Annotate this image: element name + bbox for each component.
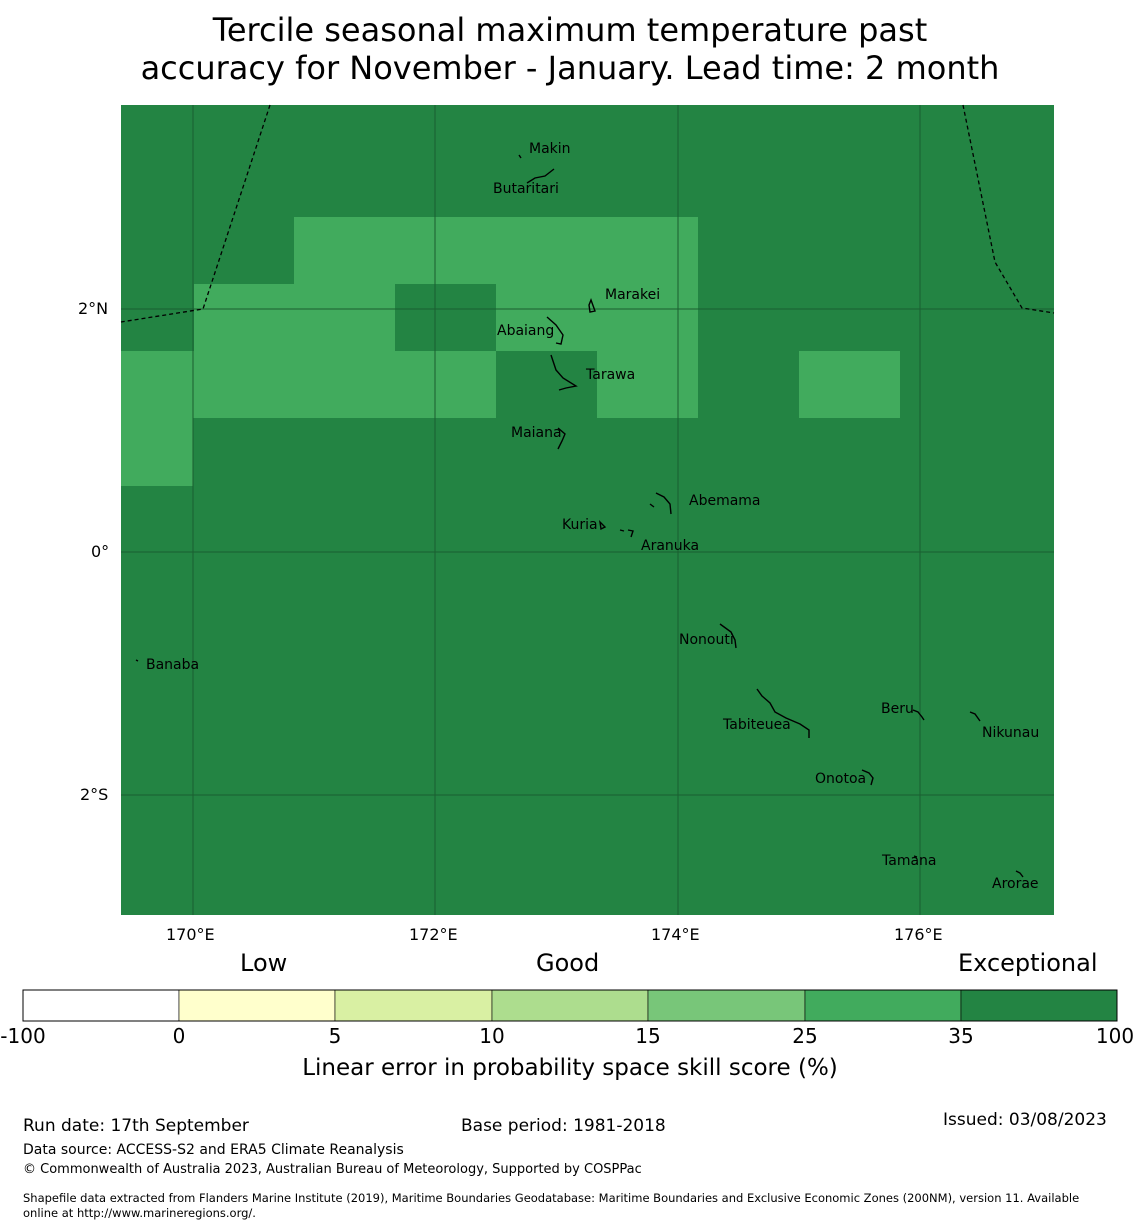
place-label-kuria: Kuria	[562, 517, 598, 533]
island-onotoa	[861, 769, 874, 786]
island-beru	[912, 709, 925, 721]
lon-tick-170e: 170°E	[166, 925, 215, 944]
colorbar-tick: 25	[792, 1024, 818, 1048]
eez-boundary-east	[962, 104, 1055, 314]
skill-cell	[294, 217, 698, 284]
issued-date: Issued: 03/08/2023	[943, 1110, 1107, 1130]
eez-boundary-west	[120, 104, 271, 323]
island-nikunau	[969, 711, 981, 722]
colorbar-frame	[22, 989, 1118, 1022]
island-butaritari	[526, 168, 555, 184]
colorbar-tick: -100	[0, 1024, 46, 1048]
lon-tick-172e: 172°E	[409, 925, 458, 944]
lat-tick-2s: 2°S	[80, 785, 109, 804]
colorbar-tick: 5	[328, 1024, 342, 1048]
place-label-banaba: Banaba	[146, 657, 200, 673]
place-label-makin: Makin	[529, 141, 571, 157]
place-label-nikunau: Nikunau	[982, 725, 1040, 741]
place-label-abaiang: Abaiang	[497, 323, 555, 339]
colorbar-segment	[22, 989, 180, 1022]
island-abaiang	[546, 316, 564, 345]
colorbar-tick: 100	[1095, 1024, 1135, 1048]
place-label-butaritari: Butaritari	[493, 181, 559, 197]
place-label-maiana: Maiana	[511, 425, 562, 441]
colorbar-tick: 0	[172, 1024, 186, 1048]
place-label-abemama: Abemama	[689, 493, 761, 509]
place-label-onotoa: Onotoa	[815, 771, 867, 787]
colorbar-segment	[804, 989, 962, 1022]
colorbar-category-exceptional: Exceptional	[958, 949, 1098, 977]
island-marakei	[588, 298, 596, 313]
island-outlines	[135, 154, 1024, 878]
island-makin	[518, 154, 522, 159]
skill-cell	[597, 351, 698, 418]
place-label-aranuka: Aranuka	[641, 538, 700, 554]
colorbar-segment	[334, 989, 493, 1022]
place-label-arorae: Arorae	[992, 876, 1039, 892]
island-tabiteuea	[756, 688, 810, 738]
place-label-tamana: Tamana	[882, 853, 937, 869]
lat-tick-0: 0°	[91, 542, 110, 561]
colorbar-tick: 35	[948, 1024, 974, 1048]
island-tamana	[913, 855, 918, 858]
island-abemama	[655, 492, 672, 515]
lon-tick-174e: 174°E	[651, 925, 700, 944]
island-kuria	[599, 520, 607, 531]
colorbar-label: Linear error in probability space skill …	[302, 1055, 838, 1081]
base-period: Base period: 1981-2018	[461, 1116, 666, 1136]
data-source: Data source: ACCESS-S2 and ERA5 Climate …	[23, 1142, 404, 1158]
place-label-tabiteuea: Tabiteuea	[723, 717, 791, 733]
run-date: Run date: 17th September	[23, 1116, 249, 1136]
island-tarawa	[550, 354, 578, 391]
colorbar-segment	[647, 989, 806, 1022]
skill-cell	[121, 351, 496, 418]
island-banaba	[135, 659, 139, 662]
colorbar-category-low: Low	[240, 949, 288, 977]
shapefile-credit-line1: Shapefile data extracted from Flanders M…	[23, 1191, 1080, 1205]
skill-cell	[496, 284, 698, 351]
place-label-beru: Beru	[881, 701, 914, 717]
eez-boundaries	[120, 104, 1055, 323]
colorbar-segment	[960, 989, 1118, 1022]
copyright: © Commonwealth of Australia 2023, Austra…	[23, 1162, 642, 1177]
island-arorae	[1015, 870, 1024, 878]
colorbar-tick: 10	[479, 1024, 505, 1048]
place-label-nonouti: Nonouti	[679, 632, 734, 648]
skill-cell	[799, 351, 900, 418]
island-aranuka	[619, 529, 634, 538]
place-label-marakei: Marakei	[605, 287, 661, 303]
colorbar-segments	[22, 989, 1118, 1022]
lon-tick-176e: 176°E	[894, 925, 943, 944]
island-abemama-islet	[649, 503, 655, 508]
skill-cells-highlight	[121, 217, 900, 486]
island-maiana	[557, 427, 566, 450]
colorbar-category-good: Good	[536, 949, 600, 977]
shapefile-credit-line2: online at http://www.marineregions.org/.	[23, 1206, 256, 1220]
map-gridlines	[121, 105, 1054, 915]
chart-title-line2: accuracy for November - January. Lead ti…	[140, 49, 1000, 87]
island-nonouti	[719, 623, 737, 649]
chart-title-line1: Tercile seasonal maximum temperature pas…	[212, 11, 928, 49]
colorbar-tick: 15	[635, 1024, 661, 1048]
lat-tick-2n: 2°N	[78, 299, 109, 318]
colorbar-segment	[178, 989, 336, 1022]
skill-cell	[194, 284, 395, 351]
place-label-tarawa: Tarawa	[586, 367, 636, 383]
colorbar-segment	[491, 989, 649, 1022]
skill-cell	[121, 418, 193, 486]
